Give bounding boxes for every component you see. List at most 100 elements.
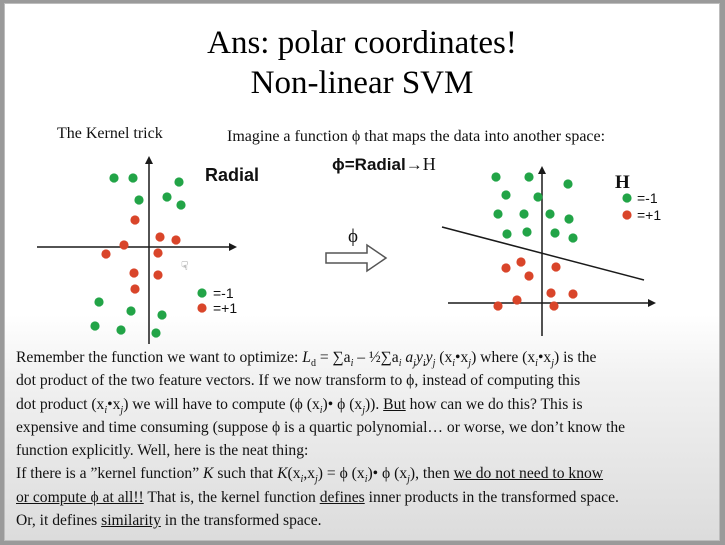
- left-point: [130, 215, 140, 225]
- right-point: [516, 257, 526, 267]
- text: Or, it defines: [16, 512, 102, 530]
- text: •x: [107, 395, 121, 413]
- phi-arrow-label: ϕ: [348, 226, 359, 247]
- left-point: [119, 240, 129, 250]
- sub: j: [413, 358, 416, 370]
- right-point: [524, 271, 534, 281]
- sub: i: [422, 358, 426, 370]
- legend-green-dot: [622, 193, 632, 203]
- text: If there is a ”kernel function”: [16, 465, 204, 483]
- text: (x: [287, 465, 301, 483]
- underlined-similarity: similarity: [101, 512, 161, 530]
- left-point: [176, 200, 186, 210]
- left-point: [134, 195, 144, 205]
- text: inner products in the transformed space.: [364, 488, 619, 506]
- right-x-arrowhead: [648, 299, 656, 307]
- left-point: [155, 232, 165, 242]
- left-point: [151, 328, 161, 338]
- text: That is, the kernel function: [143, 488, 320, 506]
- right-point: [546, 288, 556, 298]
- right-point: [522, 227, 532, 237]
- right-point: [545, 209, 555, 219]
- scatter-diagrams: ☟ =-1 =+1: [37, 156, 661, 344]
- left-point: [116, 325, 126, 335]
- legend-label-plus1: =+1: [213, 300, 237, 316]
- slide: Ans: polar coordinates! Non-linear SVM T…: [4, 3, 720, 541]
- sub: i: [350, 358, 354, 370]
- text: in the transformed space.: [160, 512, 322, 530]
- formula-L: L: [302, 349, 311, 366]
- left-point: [129, 268, 139, 278]
- text: – ½∑a: [353, 349, 399, 366]
- text: = ∑a: [315, 349, 351, 366]
- right-point: [502, 229, 512, 239]
- sub: j: [407, 474, 410, 486]
- separating-hyperplane: [441, 226, 645, 281]
- left-point: [153, 248, 163, 258]
- sub: j: [551, 358, 554, 370]
- right-legend: =-1 =+1: [622, 190, 661, 223]
- left-point: [162, 192, 172, 202]
- text: )• ϕ (x: [322, 395, 363, 413]
- right-point: [550, 228, 560, 238]
- right-point: [524, 172, 534, 182]
- radial-label: Radial: [205, 165, 260, 185]
- left-legend: =-1 =+1: [197, 285, 237, 316]
- sub: i: [364, 474, 368, 486]
- text: ), then: [409, 465, 454, 483]
- legend-label-minus1: =-1: [637, 190, 658, 206]
- slide-title: Ans: polar coordinates!: [207, 25, 517, 61]
- phi-equation-right: H: [422, 154, 436, 174]
- phi-equation-left: ϕ=Radial: [332, 155, 406, 174]
- right-point: [564, 214, 574, 224]
- kernel-trick-label: The Kernel trick: [57, 125, 163, 142]
- slide-subtitle: Non-linear SVM: [250, 65, 474, 101]
- left-point: [101, 249, 111, 259]
- underlined-text: or compute ϕ at all!!: [16, 488, 144, 506]
- right-points: [491, 172, 578, 311]
- right-point: [493, 209, 503, 219]
- underlined-but: But: [383, 395, 406, 413]
- underlined-text: we do not need to know: [453, 465, 604, 483]
- text: y: [415, 349, 423, 366]
- right-point: [549, 301, 559, 311]
- left-point: [130, 284, 140, 294]
- body-text: Remember the function we want to optimiz…: [16, 346, 716, 532]
- right-point: [568, 289, 578, 299]
- body-line-2: dot product of the two feature vectors. …: [16, 372, 581, 390]
- h-space-label: H: [615, 172, 630, 193]
- body-line-4: expensive and time consuming (suppose ϕ …: [16, 418, 626, 436]
- text: (x: [435, 349, 453, 366]
- text: •x: [537, 349, 552, 366]
- sub: i: [300, 474, 304, 486]
- sub: j: [432, 358, 436, 370]
- sub: i: [452, 358, 456, 370]
- sub: j: [468, 358, 472, 370]
- right-point: [501, 263, 511, 273]
- text: such that: [213, 465, 278, 483]
- left-point: [157, 310, 167, 320]
- right-point: [568, 233, 578, 243]
- phi-equation-arrow: →: [405, 155, 423, 174]
- mapping-arrow-icon: [325, 243, 388, 273]
- left-point: [174, 177, 184, 187]
- text: K: [203, 465, 214, 483]
- body-line-6: If there is a ”kernel function” K such t…: [16, 462, 716, 485]
- sub: i: [398, 358, 402, 370]
- text: where (x: [476, 349, 536, 366]
- text: ) = ϕ (x: [317, 465, 365, 483]
- legend-label-minus1: =-1: [213, 285, 234, 301]
- legend-green-dot: [197, 288, 207, 298]
- legend-red-dot: [622, 210, 632, 220]
- text: how can we do this? This is: [405, 395, 583, 413]
- body-line-3: dot product (xi•xj) we will have to comp…: [16, 393, 716, 416]
- text: Remember the function we want to optimiz…: [16, 349, 303, 366]
- right-point: [501, 190, 511, 200]
- right-point: [512, 295, 522, 305]
- left-point: [126, 306, 136, 316]
- right-y-arrowhead: [538, 166, 546, 174]
- text: )• ϕ (x: [367, 465, 408, 483]
- body-line-8: Or, it defines similarity in the transfo…: [16, 509, 716, 532]
- legend-label-plus1: =+1: [637, 207, 661, 223]
- sub: d: [310, 358, 316, 370]
